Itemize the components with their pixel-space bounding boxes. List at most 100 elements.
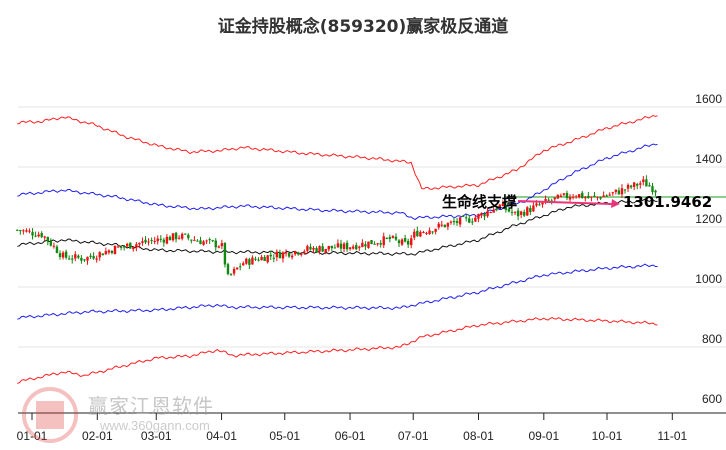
candle-body <box>284 252 288 254</box>
candle-body <box>107 250 111 253</box>
candle-body <box>129 242 132 249</box>
candle-body <box>214 240 217 248</box>
candle-body <box>46 236 49 242</box>
candle-body <box>434 228 437 232</box>
candle-body <box>403 238 407 242</box>
candle-body <box>190 239 193 241</box>
candle-body <box>290 255 294 258</box>
candle-body <box>535 203 538 206</box>
candle-body <box>162 239 166 243</box>
candle-body <box>471 221 474 223</box>
candle-body <box>168 236 172 241</box>
candle-body <box>431 231 434 233</box>
candle-body <box>629 185 633 188</box>
candle-body <box>599 197 602 199</box>
candle-body <box>584 197 587 199</box>
candle-body <box>492 209 495 213</box>
candle-body <box>541 202 544 205</box>
candle-body <box>229 273 233 275</box>
watermark-brand: 赢家江恩软件 <box>88 394 214 418</box>
candle-body <box>397 240 401 244</box>
candle-body <box>248 259 251 265</box>
candle-body <box>568 197 572 200</box>
candle-body <box>300 253 303 255</box>
x-tick-label: 02-01 <box>82 429 113 443</box>
candle-body <box>428 230 431 235</box>
candle-body <box>31 232 34 236</box>
candle-body <box>574 196 578 198</box>
candle-body <box>257 259 260 261</box>
x-tick-label: 06-01 <box>335 429 366 443</box>
candle-body <box>278 252 282 259</box>
y-tick-label: 600 <box>702 392 722 406</box>
candle-body <box>486 211 489 217</box>
candle-body <box>416 230 419 237</box>
candle-body <box>419 231 422 237</box>
candle-body <box>251 257 254 265</box>
candle-body <box>547 199 550 201</box>
candle-body <box>468 218 471 223</box>
candle-body <box>556 194 560 199</box>
candle-body <box>516 210 520 217</box>
candle-body <box>205 240 208 242</box>
candle-body <box>226 264 230 275</box>
candle-body <box>645 179 648 187</box>
candle-body <box>177 237 181 239</box>
candle-body <box>28 230 31 232</box>
candle-body <box>364 244 367 247</box>
candle-body <box>327 245 330 250</box>
candle-body <box>293 251 297 255</box>
candle-body <box>458 217 462 225</box>
candle-body <box>260 256 263 261</box>
candle-body <box>449 221 453 223</box>
candle-body <box>101 253 104 256</box>
candle-body <box>43 236 46 238</box>
candle-body <box>596 196 599 198</box>
candle-body <box>532 205 535 212</box>
candle-body <box>367 241 370 248</box>
candle-body <box>480 213 483 216</box>
candle-body <box>34 235 37 237</box>
candle-body <box>144 239 147 243</box>
candle-body <box>577 194 581 198</box>
annotation-arrow <box>517 200 613 205</box>
candle-body <box>89 255 92 257</box>
candle-body <box>318 246 321 252</box>
candle-body <box>474 217 477 222</box>
candle-body <box>159 238 162 240</box>
candle-body <box>507 208 511 212</box>
candle-body <box>196 240 199 242</box>
candle-body <box>80 257 83 261</box>
candle-body <box>437 223 440 228</box>
candle-body <box>345 242 349 250</box>
candle-body <box>135 244 138 248</box>
candle-body <box>498 204 501 209</box>
candle-body <box>489 211 492 213</box>
candle-body <box>446 223 450 227</box>
candle-body <box>321 246 324 252</box>
y-tick-label: 1400 <box>695 152 722 166</box>
candle-body <box>83 259 86 261</box>
candle-body <box>98 252 101 258</box>
candle-body <box>49 240 53 246</box>
candle-body <box>348 247 352 249</box>
candle-body <box>605 195 608 197</box>
candle-body <box>654 190 657 193</box>
candle-body <box>132 246 135 250</box>
candle-body <box>153 240 156 242</box>
candle-body <box>523 211 526 216</box>
candle-body <box>452 221 456 223</box>
candle-body <box>254 258 257 260</box>
y-tick-label: 800 <box>702 332 722 346</box>
candle-body <box>513 211 517 213</box>
candle-body <box>150 240 153 242</box>
annotation-label: 生命线支撑 <box>442 193 517 211</box>
candle-body <box>388 237 392 239</box>
candle-body <box>266 255 269 263</box>
candle-body <box>351 246 355 249</box>
candle-body <box>110 250 114 254</box>
candle-body <box>376 243 379 245</box>
candle-body <box>312 247 315 250</box>
candle-body <box>410 238 413 246</box>
candle-body <box>339 243 343 249</box>
